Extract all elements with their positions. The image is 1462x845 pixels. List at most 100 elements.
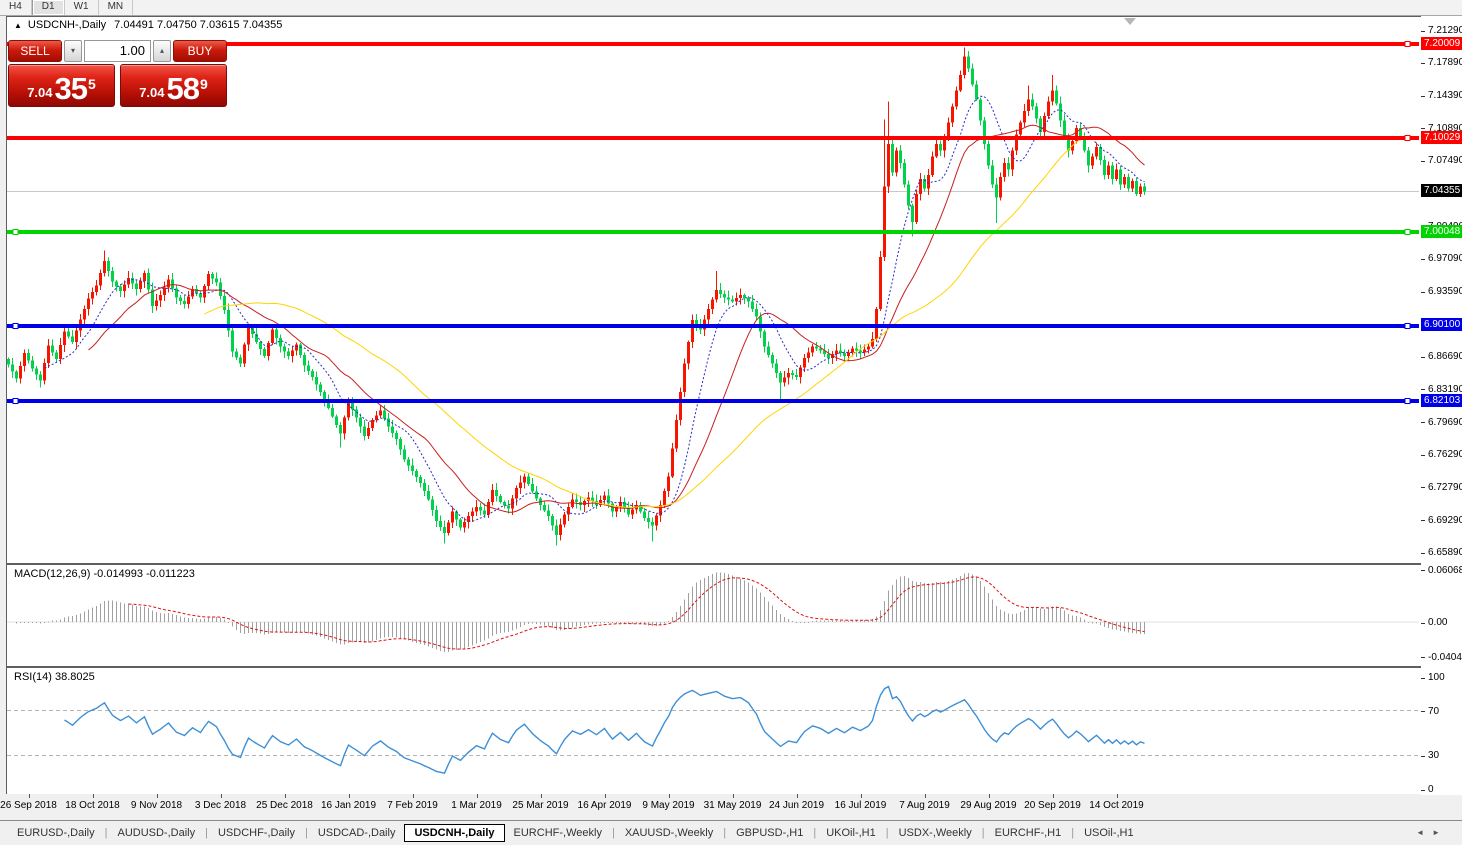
buy-price-pip: 9 xyxy=(200,76,208,92)
one-click-trading-panel: SELL ▾ 1.00 ▴ BUY 7.04 35 5 7.04 58 9 xyxy=(8,40,227,109)
tab-gbpusd-h1[interactable]: GBPUSD-,H1 xyxy=(736,827,804,839)
date-tick xyxy=(540,794,542,798)
timeframe-w1-button[interactable]: W1 xyxy=(65,0,99,15)
tab-xauusd-weekly[interactable]: XAUUSD-,Weekly xyxy=(624,827,714,839)
moving-averages xyxy=(44,95,1145,522)
level-line-handle[interactable] xyxy=(12,229,19,236)
axis-tick xyxy=(1421,711,1425,713)
rsi-canvas xyxy=(7,685,1419,775)
price-axis-highlight-label: 7.20009 xyxy=(1421,36,1462,50)
tab-ukoil-h1[interactable]: UKOil-,H1 xyxy=(826,827,876,839)
axis-tick xyxy=(1421,291,1425,293)
date-tick xyxy=(92,794,94,798)
level-line-handle[interactable] xyxy=(1404,41,1411,48)
buy-price-panel[interactable]: 7.04 58 9 xyxy=(120,64,227,107)
date-label: 25 Dec 2018 xyxy=(256,800,313,811)
sell-button[interactable]: SELL xyxy=(8,40,62,62)
date-tick xyxy=(924,794,926,798)
sell-price-pip: 5 xyxy=(88,76,96,92)
level-line-handle[interactable] xyxy=(12,398,19,405)
date-tick xyxy=(348,794,350,798)
level-line-handle[interactable] xyxy=(1404,135,1411,142)
level-line-handle[interactable] xyxy=(1404,322,1411,329)
price-axis-label: 0.00 xyxy=(1428,617,1448,628)
rsi-value: 38.8025 xyxy=(54,671,95,683)
tab-usdchf-daily[interactable]: USDCHF-,Daily xyxy=(217,827,295,839)
tab-eurchf-h1[interactable]: EURCHF-,H1 xyxy=(994,827,1062,839)
level-line-handle[interactable] xyxy=(1404,229,1411,236)
sell-price-panel[interactable]: 7.04 35 5 xyxy=(8,64,115,107)
date-tick xyxy=(796,794,798,798)
date-label: 9 May 2019 xyxy=(642,800,695,811)
price-axis-label: 6.93590 xyxy=(1428,286,1462,297)
price-axis-label: 0.060687 xyxy=(1428,564,1462,576)
tab-audusd-daily[interactable]: AUDUSD-,Daily xyxy=(117,827,196,839)
price-axis-label: 30 xyxy=(1428,750,1440,762)
volume-increase-button[interactable]: ▴ xyxy=(153,40,171,62)
macd-histogram xyxy=(16,572,1145,653)
tab-usdcad-daily[interactable]: USDCAD-,Daily xyxy=(317,827,396,839)
tab-divider: | xyxy=(104,827,108,839)
level-line-handle[interactable] xyxy=(12,322,19,329)
volume-input[interactable]: 1.00 xyxy=(84,40,151,62)
chart-title: ▲ USDCNH-,Daily 7.04491 7.04750 7.03615 7.… xyxy=(14,19,282,31)
date-label: 7 Feb 2019 xyxy=(387,800,438,811)
rsi-pane[interactable]: RSI(14) 38.8025 xyxy=(6,667,1422,795)
date-axis[interactable]: 26 Sep 2018 18 Oct 2018 9 Nov 2018 3 Dec 20… xyxy=(0,794,1421,819)
price-axis[interactable]: 7.212907.178907.143907.108907.074907.039… xyxy=(1421,16,1462,795)
chart-ohlc-values: 7.04491 7.04750 7.03615 7.04355 xyxy=(114,19,283,31)
scroll-to-end-icon[interactable] xyxy=(1124,18,1136,25)
price-axis-highlight-label: 7.04355 xyxy=(1421,184,1462,198)
price-axis-label: 6.79690 xyxy=(1428,416,1462,428)
timeframe-mn-button[interactable]: MN xyxy=(99,0,134,15)
axis-tick xyxy=(1421,677,1425,679)
axis-tick xyxy=(1421,657,1425,659)
macd-pane[interactable]: MACD(12,26,9) -0.014993 -0.011223 xyxy=(6,564,1422,667)
price-axis-label: 6.76290 xyxy=(1428,449,1462,460)
buy-button[interactable]: BUY xyxy=(173,40,227,62)
price-level-line[interactable] xyxy=(7,136,1419,141)
collapse-arrow-icon[interactable]: ▲ xyxy=(14,21,22,30)
date-label: 14 Oct 2019 xyxy=(1089,800,1144,811)
price-axis-highlight-label: 7.10029 xyxy=(1421,130,1462,144)
date-label: 31 May 2019 xyxy=(703,800,762,811)
price-axis-highlight-label: 6.90100 xyxy=(1421,318,1462,332)
tab-scroll-left-icon[interactable]: ◄ xyxy=(1416,828,1433,837)
date-tick xyxy=(732,794,734,798)
price-axis-label: 6.97090 xyxy=(1428,253,1462,265)
timeframe-h4-button[interactable]: H4 xyxy=(0,0,32,15)
tab-usoil-h1[interactable]: USOil-,H1 xyxy=(1084,827,1134,839)
chart-symbol-period: USDCNH-,Daily xyxy=(27,19,107,31)
candlesticks xyxy=(7,47,1146,546)
tab-scroll-right-icon[interactable]: ► xyxy=(1432,828,1448,837)
price-level-line[interactable] xyxy=(7,399,1419,404)
date-tick xyxy=(604,794,606,798)
tab-usdcnh-daily[interactable]: USDCNH-,Daily xyxy=(404,824,505,842)
rsi-line xyxy=(64,685,1145,775)
axis-tick xyxy=(1421,62,1425,64)
main-chart-pane[interactable] xyxy=(6,16,1422,564)
price-level-line[interactable] xyxy=(7,230,1419,235)
date-label: 18 Oct 2018 xyxy=(65,800,120,811)
date-label: 16 Apr 2019 xyxy=(577,800,632,811)
volume-decrease-button[interactable]: ▾ xyxy=(64,40,82,62)
ma-10-line xyxy=(44,95,1145,522)
tab-divider: | xyxy=(1071,827,1075,839)
tab-usdx-weekly[interactable]: USDX-,Weekly xyxy=(898,827,972,839)
date-label: 3 Dec 2018 xyxy=(194,800,247,811)
date-label: 24 Jun 2019 xyxy=(768,800,825,811)
price-level-line[interactable] xyxy=(7,323,1419,328)
price-axis-label: 7.07490 xyxy=(1428,155,1462,167)
candlestick-canvas xyxy=(7,41,1419,546)
macd-canvas xyxy=(7,572,1419,653)
tab-eurusd-daily[interactable]: EURUSD-,Daily xyxy=(17,827,95,839)
date-label: 29 Aug 2019 xyxy=(960,800,1017,811)
tab-eurchf-weekly[interactable]: EURCHF-,Weekly xyxy=(513,827,602,839)
timeframe-d1-button[interactable]: D1 xyxy=(31,0,65,15)
tab-divider: | xyxy=(885,827,889,839)
price-level-line[interactable] xyxy=(7,42,1419,47)
level-line-handle[interactable] xyxy=(1404,398,1411,405)
macd-signal-line xyxy=(128,576,1145,650)
axis-tick xyxy=(1421,356,1425,358)
axis-tick xyxy=(1421,128,1425,130)
